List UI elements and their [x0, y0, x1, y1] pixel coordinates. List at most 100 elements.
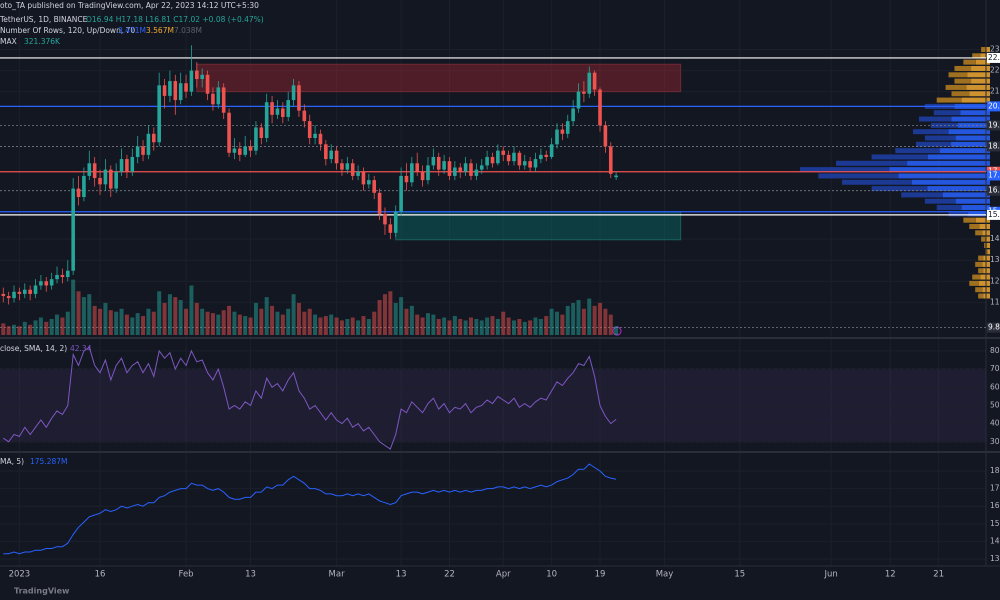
- rsi-tick-label: 60: [990, 382, 1000, 391]
- volume-bar: [479, 320, 484, 335]
- profile-down: [951, 91, 970, 97]
- candle-body: [227, 112, 231, 153]
- profile-down: [924, 135, 956, 141]
- candle-body: [200, 74, 204, 80]
- volume-bar: [528, 320, 533, 335]
- volume-bar: [318, 317, 323, 335]
- volume-bar: [178, 300, 183, 335]
- volume-bar: [592, 305, 597, 335]
- volume-bar: [517, 318, 522, 335]
- volume-bar: [436, 318, 441, 335]
- rsi-tick-label: 50: [990, 400, 1000, 409]
- candle-body: [232, 148, 237, 153]
- x-tick-label: 10: [546, 570, 557, 580]
- x-tick-label: 13: [396, 570, 407, 580]
- volume-bar: [447, 320, 452, 335]
- candle-body: [216, 87, 221, 105]
- profile-down: [954, 65, 972, 71]
- x-tick-label: 19: [595, 570, 606, 580]
- volume-bar: [216, 314, 221, 335]
- x-tick-label: 2023: [9, 570, 31, 580]
- volume-bar: [501, 311, 506, 335]
- volume-bar: [65, 311, 70, 335]
- volume-bar: [372, 311, 377, 335]
- x-tick-label: Mar: [329, 570, 346, 580]
- volume-bar: [399, 297, 404, 335]
- profile-up: [961, 205, 990, 211]
- candle-body: [33, 285, 38, 294]
- candle-body: [404, 175, 409, 183]
- profile-up: [889, 167, 990, 173]
- candle-body: [302, 110, 307, 122]
- profile-up: [985, 236, 990, 242]
- candle-body: [528, 161, 532, 168]
- candle-body: [426, 165, 430, 181]
- candle-body: [592, 72, 597, 90]
- candle-body: [458, 167, 463, 172]
- indicator-label: MA, 5): [0, 457, 24, 466]
- candle-body: [275, 108, 280, 115]
- volume-bar: [135, 313, 140, 335]
- profile-up: [969, 91, 990, 97]
- volume-bar: [103, 302, 108, 335]
- candle-body: [60, 274, 65, 278]
- volume-bar: [334, 317, 339, 335]
- volume-bar: [522, 321, 527, 335]
- volume-bar: [404, 308, 409, 335]
- profile-up: [907, 160, 990, 166]
- volume-bar: [38, 317, 43, 335]
- candle-body: [98, 178, 102, 185]
- volume-bar: [452, 316, 457, 335]
- volume-bar: [275, 311, 280, 335]
- profile-down: [799, 167, 890, 173]
- candle-body: [178, 83, 183, 101]
- profile-up: [983, 255, 990, 261]
- zone: [395, 211, 682, 241]
- candle-body: [195, 70, 199, 80]
- candle-body: [189, 70, 194, 92]
- candle-body: [248, 146, 253, 151]
- profile-total: 7.038M: [174, 26, 202, 35]
- volume-bar: [87, 294, 92, 335]
- volume-bar: [463, 320, 468, 335]
- candle-body: [254, 127, 258, 151]
- y-tick-label: 22: [990, 66, 1000, 75]
- candle-body: [555, 129, 559, 145]
- y-tick-label: 13: [990, 255, 1000, 264]
- candle-body: [264, 102, 269, 139]
- volume-bar: [442, 317, 447, 335]
- candle-body: [431, 156, 436, 166]
- candle-body: [571, 108, 575, 122]
- indicator-tick-label: 140: [990, 536, 1000, 545]
- candle-body: [76, 188, 81, 197]
- indicator-value: 175.287M: [30, 457, 68, 466]
- candle-body: [157, 85, 161, 143]
- level-label: 9.8: [988, 323, 1000, 332]
- volume-bar: [366, 318, 371, 335]
- profile-up: [968, 211, 990, 217]
- volume-bar: [490, 316, 495, 335]
- profile-up: [898, 173, 990, 179]
- candle-body: [173, 81, 178, 101]
- volume-bar: [189, 285, 194, 335]
- profile-up: [955, 135, 990, 141]
- candle-body: [598, 89, 602, 126]
- profile-up: [987, 242, 990, 248]
- volume-bar: [356, 320, 361, 335]
- volume-bar: [382, 294, 387, 335]
- volume-bar: [555, 311, 559, 335]
- volume-bar: [119, 308, 124, 335]
- volume-bar: [237, 314, 242, 335]
- level-tag: [987, 120, 1000, 131]
- volume-bar: [598, 302, 603, 335]
- candle-body: [135, 146, 140, 157]
- profile-down: [841, 179, 912, 185]
- profile-up: [961, 97, 990, 103]
- volume-bar: [22, 321, 27, 335]
- candle-body: [6, 296, 11, 299]
- candle-body: [103, 169, 108, 185]
- candle-body: [490, 156, 495, 164]
- volume-bar: [608, 314, 613, 335]
- volume-bar: [259, 308, 264, 335]
